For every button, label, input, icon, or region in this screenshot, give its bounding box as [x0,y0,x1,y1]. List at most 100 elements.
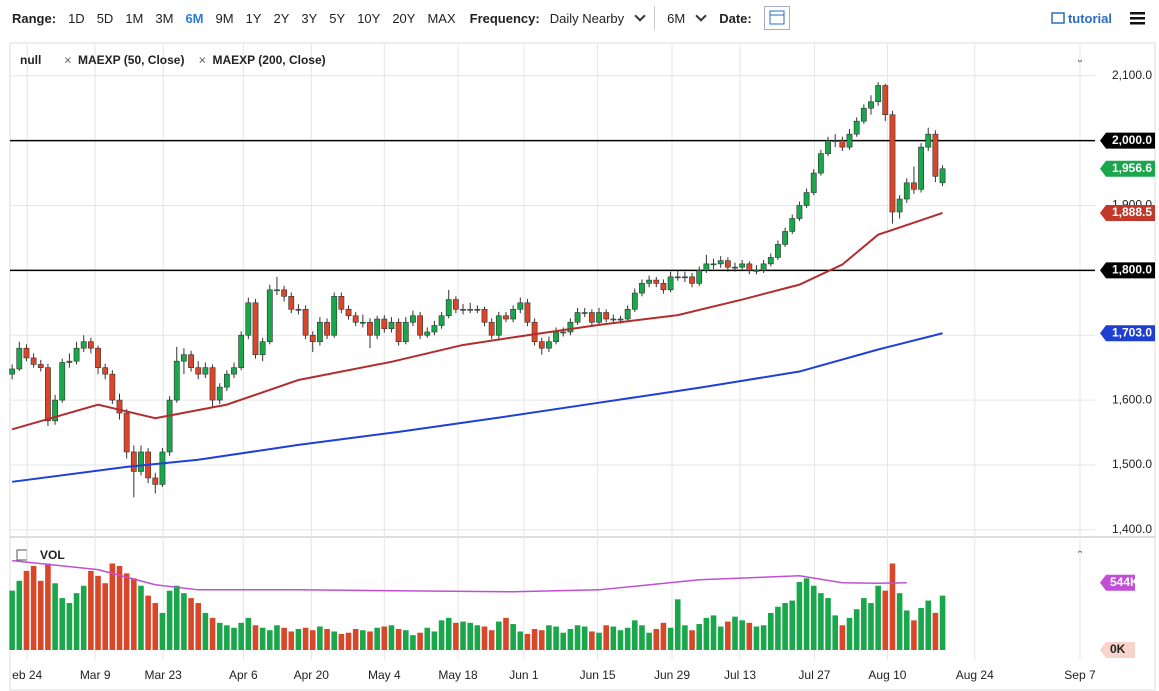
range-button[interactable]: 3Y [301,10,318,26]
volume-bar [116,565,123,650]
candle-body [87,341,94,349]
volume-bar [417,632,423,650]
volume-bar [266,630,273,650]
range-button[interactable]: 2Y [273,10,290,26]
volume-bar [725,621,731,650]
calendar-button[interactable] [763,6,790,30]
volume-bar [861,598,867,650]
volume-bar [123,573,130,650]
volume-tag [1100,642,1135,658]
range-button[interactable]: 20Y [392,10,416,26]
candle-body [381,318,388,330]
frequency-select[interactable]: Daily Nearby [549,10,625,26]
volume-bar [653,628,660,650]
volume-bar [581,626,588,650]
volume-bar [259,627,266,650]
candle-body [782,231,789,245]
period-select[interactable]: 6M [667,10,686,26]
menu-button[interactable] [1130,11,1145,25]
volume-bar [66,603,73,650]
price-tag-label: 1,888.5 [1112,205,1152,219]
candle-body [138,451,144,472]
range-button[interactable]: 5Y [329,10,346,26]
candle-body [59,362,66,401]
candle-body [73,347,80,362]
candle-body [717,260,724,265]
candle-body [574,312,581,323]
volume-bar [474,625,481,650]
volume-bar [689,630,695,650]
candle-body [266,289,273,343]
volume-bar [224,625,230,650]
candle-body [810,172,817,193]
y-tick-label: 1,600.0 [1112,392,1152,406]
volume-bar [302,627,309,650]
range-button[interactable]: 10Y [357,10,381,26]
range-button[interactable]: 1Y [245,10,262,26]
candle-body [560,331,567,334]
volume-bar [9,590,15,650]
separator [654,6,656,30]
volume-bar [517,631,524,650]
moving-average-line [12,332,943,483]
range-button[interactable]: 9M [215,10,234,26]
range-button[interactable]: 1M [125,10,144,26]
volume-bar [789,600,796,650]
volume-bar [832,615,839,650]
candle-body [467,308,474,311]
candle-body [567,321,574,333]
range-button[interactable]: MAX [427,10,456,26]
volume-bar [195,603,202,650]
x-tick-label: eb 24 [12,668,42,682]
candle-body [789,218,796,232]
candle-body [438,315,445,326]
candle-body [95,347,101,368]
volume-bar [660,622,667,650]
candle-body [259,341,266,355]
candle-body [825,140,831,154]
price-tag [1100,262,1155,279]
volume-bar [295,628,302,650]
volume-bar [360,630,366,650]
candle-body [66,360,73,363]
volume-bar [646,632,652,650]
candle-body [195,367,202,375]
volume-bar [367,631,373,650]
range-group: 1D 5D 1M 3M 6M 9M 1Y 2Y 3Y 5Y 10Y 20Y MAX [62,11,462,26]
candle-body [374,318,381,336]
volume-bar [52,583,58,650]
candle-body [503,315,509,320]
range-button[interactable]: 5D [96,10,114,26]
candle-body [646,279,653,284]
x-tick-label: Apr 20 [294,668,330,682]
volume-icon [16,549,28,561]
candle-body [546,341,552,349]
x-tick-label: Apr 6 [229,668,258,682]
volume-bar [889,563,896,650]
candle-body [510,308,517,320]
candle-body [123,412,130,453]
candle-body [775,244,781,258]
candle-body [617,318,624,321]
range-button[interactable]: 3M [155,10,174,26]
candle-body [682,276,688,279]
price-tag-label: 1,956.6 [1112,161,1152,175]
range-button[interactable]: 6M [185,10,204,26]
candle-body [388,321,395,330]
x-tick-label: May 4 [368,668,401,682]
candle-body [274,289,280,292]
volume-bar [231,627,237,650]
x-tick-label: Aug 10 [868,668,906,682]
volume-bar [703,617,710,650]
legend-remove: × [64,52,72,67]
candle-body [703,263,710,271]
tutorial-link[interactable]: tutorial [1067,10,1112,26]
candle-body [181,354,187,362]
candle-body [932,133,939,177]
volume-bar [317,626,323,650]
candle-body [531,321,538,343]
range-button[interactable]: 1D [68,10,85,26]
candle-body [846,133,853,148]
candle-body [875,85,882,103]
